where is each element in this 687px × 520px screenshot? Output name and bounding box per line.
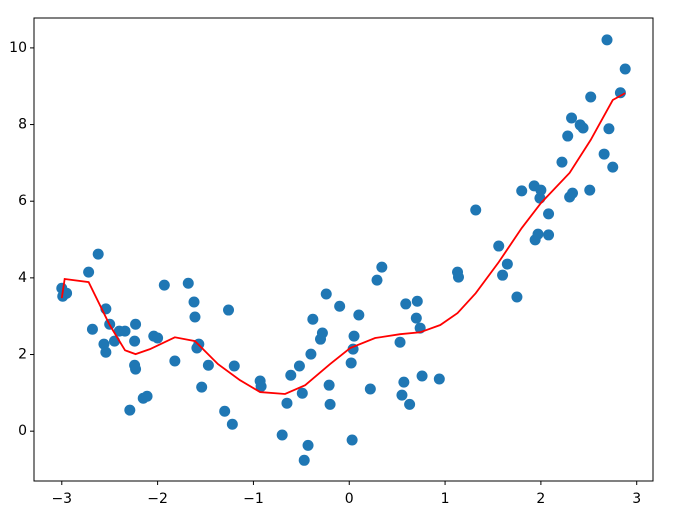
y-tick-label: 2 (18, 347, 27, 363)
line (60, 92, 626, 395)
point (516, 185, 528, 197)
y-tick-label: 4 (18, 270, 27, 286)
point (394, 336, 406, 348)
point (562, 130, 574, 142)
point (619, 63, 631, 75)
point (305, 348, 317, 360)
x-tick-label: 0 (345, 491, 354, 507)
point (152, 332, 164, 344)
x-tick-label: 2 (536, 491, 545, 507)
point (607, 161, 619, 173)
point (323, 379, 335, 391)
point (296, 387, 308, 399)
point (398, 376, 410, 388)
y-tick-label: 0 (18, 423, 27, 439)
point (353, 309, 365, 321)
point (298, 454, 310, 466)
point (585, 91, 597, 103)
point (566, 112, 578, 124)
plot-frame (33, 17, 654, 482)
point (130, 318, 142, 330)
point (108, 335, 120, 347)
y-tick-label: 6 (18, 193, 27, 209)
point (535, 184, 547, 196)
point (302, 439, 314, 451)
point (129, 335, 141, 347)
point (567, 187, 579, 199)
point (255, 380, 267, 392)
point (119, 325, 131, 337)
point (497, 269, 509, 281)
y-tick-label: 8 (18, 117, 27, 133)
point (404, 398, 416, 410)
point (532, 228, 544, 240)
point (202, 359, 214, 371)
point (226, 418, 238, 430)
point (511, 291, 523, 303)
point (307, 313, 319, 325)
x-tick-label: −3 (51, 491, 72, 507)
point (400, 298, 412, 310)
point (223, 304, 235, 316)
point (316, 327, 328, 339)
point (86, 323, 98, 335)
point (196, 381, 208, 393)
point (334, 300, 346, 312)
point (320, 288, 332, 300)
point (124, 404, 136, 416)
point (293, 360, 305, 372)
point (501, 258, 513, 270)
point (416, 370, 428, 382)
x-tick-label: −2 (147, 491, 168, 507)
point (92, 248, 104, 260)
point (614, 87, 626, 99)
point (598, 148, 610, 160)
point (130, 363, 142, 375)
x-tick-label: 1 (441, 491, 450, 507)
point (584, 184, 596, 196)
point (324, 398, 336, 410)
point (345, 357, 357, 369)
point (100, 346, 112, 358)
point (285, 369, 297, 381)
point (603, 123, 615, 135)
x-tick-label: 3 (632, 491, 641, 507)
point (410, 312, 422, 324)
point (556, 156, 568, 168)
point (376, 261, 388, 273)
point (219, 405, 231, 417)
point (281, 397, 293, 409)
point (543, 229, 555, 241)
point (470, 204, 482, 216)
point (493, 240, 505, 252)
point (348, 330, 360, 342)
point (182, 277, 194, 289)
point (364, 383, 376, 395)
point (601, 34, 613, 46)
point (577, 122, 589, 134)
point (433, 373, 445, 385)
point (452, 271, 464, 283)
point (169, 355, 181, 367)
point (158, 279, 170, 291)
point (276, 429, 288, 441)
point (411, 295, 423, 307)
point (371, 274, 383, 286)
point (228, 360, 240, 372)
point (346, 434, 358, 446)
point (141, 390, 153, 402)
y-tick-label: 10 (9, 40, 27, 56)
x-tick-label: −1 (243, 491, 264, 507)
point (83, 266, 95, 278)
point (543, 208, 555, 220)
point (188, 296, 200, 308)
point (396, 389, 408, 401)
point (189, 311, 201, 323)
